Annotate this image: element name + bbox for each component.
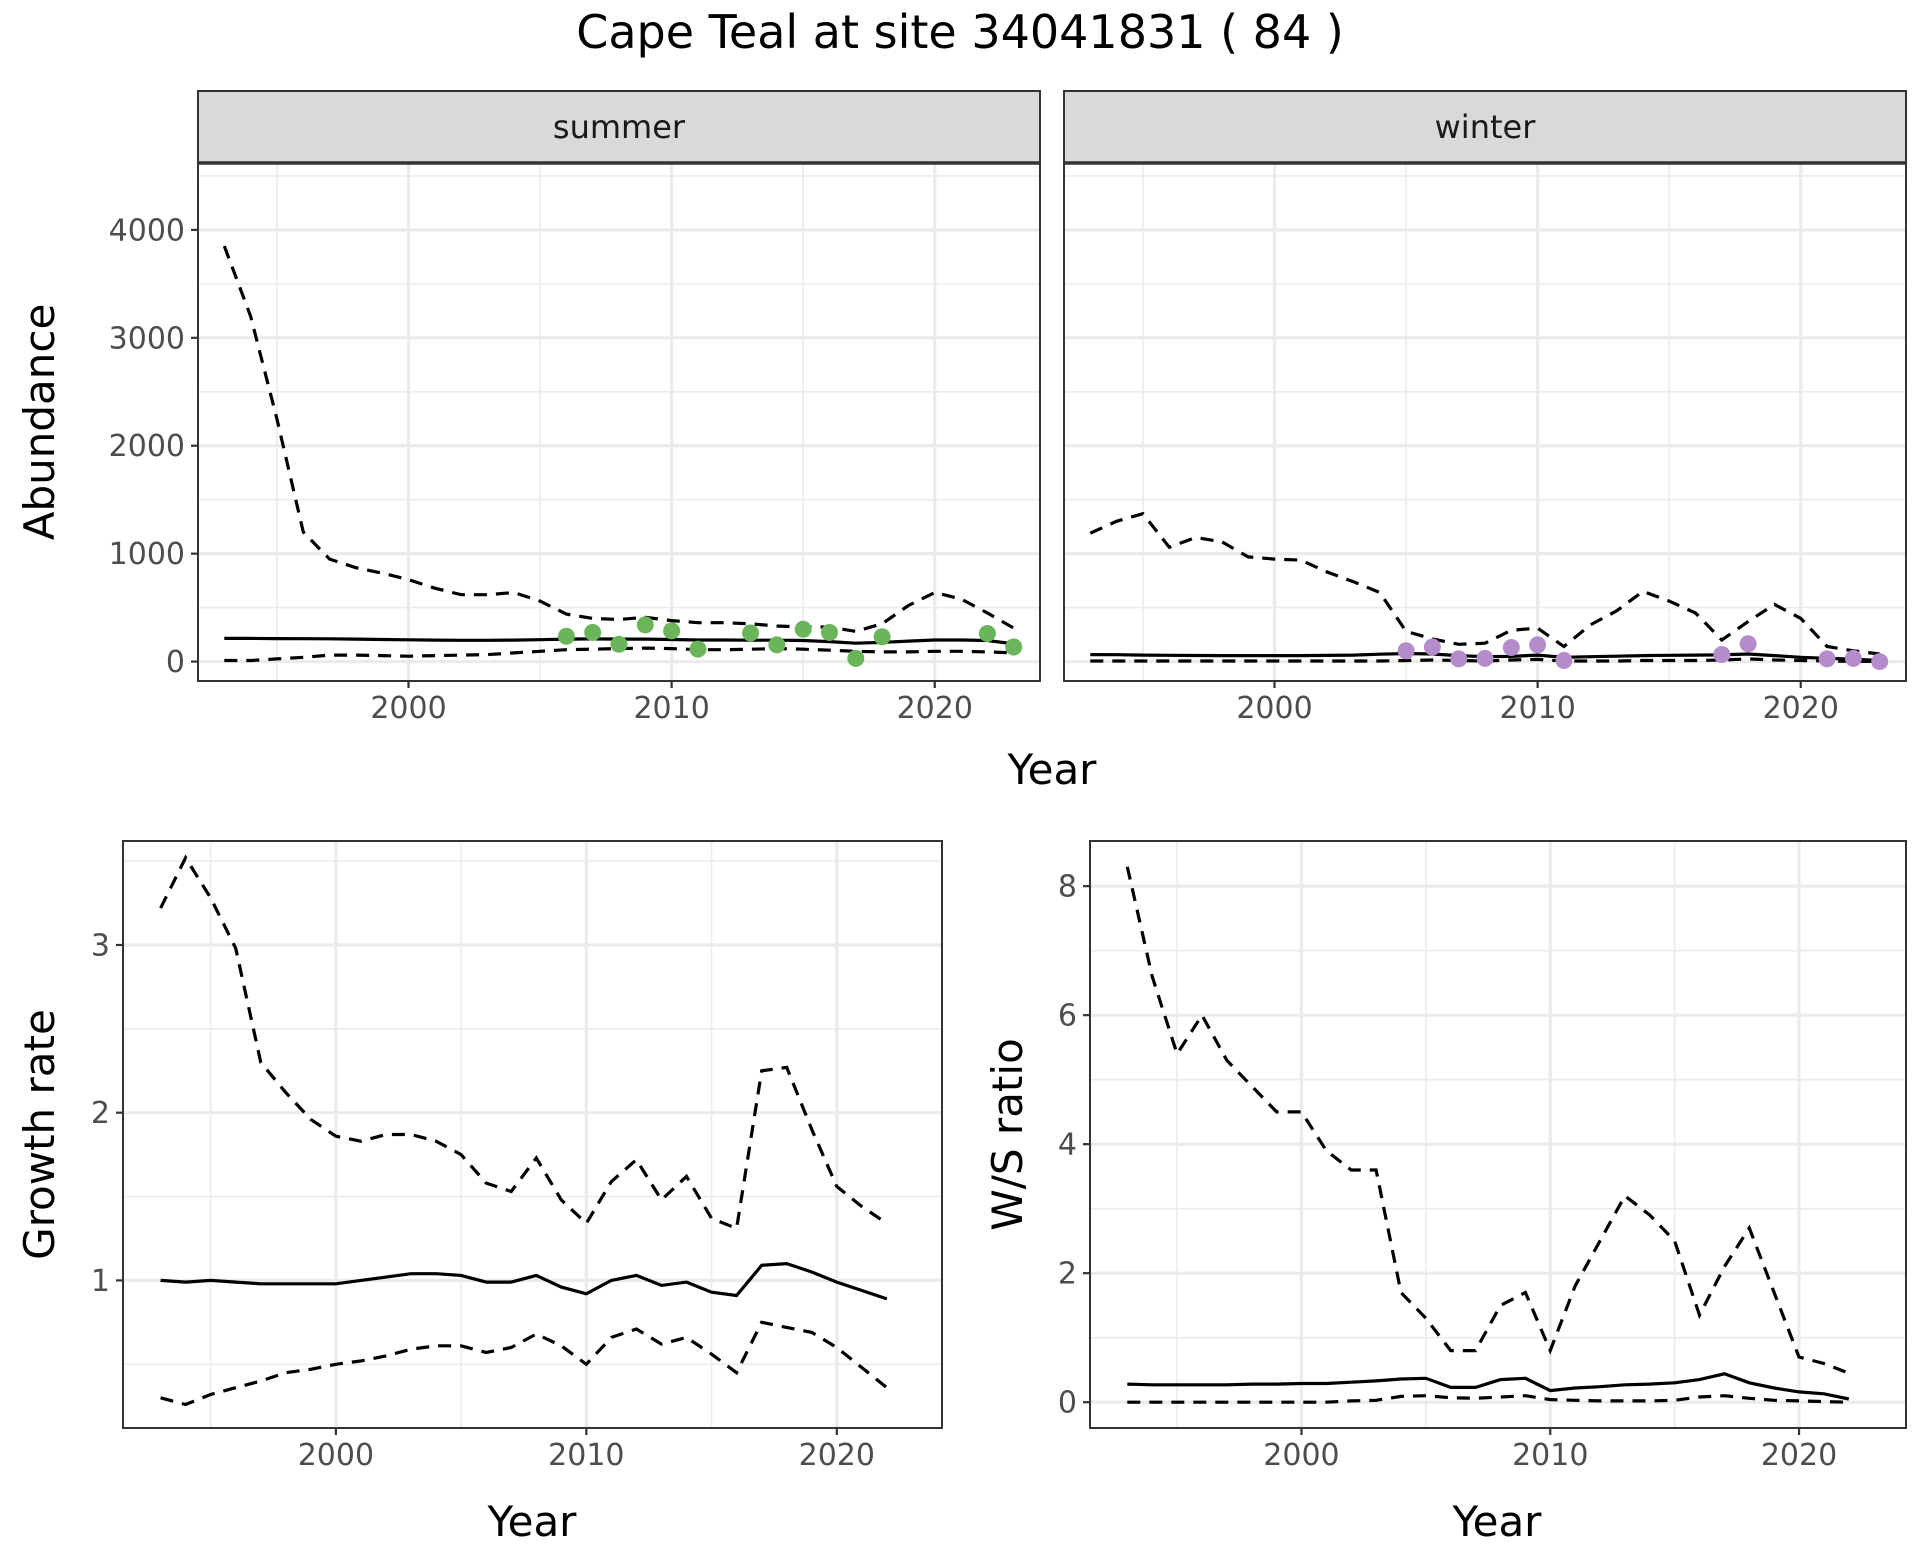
y-tick-label: 0 (1058, 1386, 1077, 1421)
data-point-winter (1739, 635, 1757, 653)
facet-strip-winter (1063, 90, 1907, 164)
x-tick-label: 2000 (370, 691, 446, 726)
panel-growth: 2000 2010 2020 1 2 3 Growth rate Year (15, 840, 943, 1546)
data-point-winter (1713, 646, 1731, 664)
y-tick-label: 2 (1058, 1257, 1077, 1292)
y-tick-label: 3 (91, 928, 110, 963)
facet-strip-summer (197, 90, 1041, 164)
data-point-winter (1397, 642, 1415, 660)
y-tick-label: 4000 (109, 213, 185, 248)
data-point-summer (610, 635, 628, 653)
data-point-summer (847, 649, 865, 667)
data-point-winter (1871, 653, 1889, 671)
y-tick-label: 0 (166, 645, 185, 680)
series-line-upper (1089, 511, 1880, 656)
y-tick-label: 6 (1058, 999, 1077, 1034)
panel-border (122, 840, 943, 1429)
data-point-winter (1818, 650, 1836, 668)
data-point-summer (557, 627, 575, 645)
series-line-mean (160, 1261, 888, 1301)
data-point-winter (1450, 650, 1468, 668)
panels: summer 2000 2010 2020 0 1000 2000 3000 4000 Abund… (15, 90, 1907, 1546)
data-point-winter (1502, 639, 1520, 657)
y-tick-label: 8 (1058, 870, 1077, 905)
data-point-summer (821, 623, 838, 641)
facet-strip-label: summer (553, 108, 686, 146)
top-shared-x-axis-title: Year (1007, 745, 1098, 794)
data-point-summer (768, 636, 786, 654)
x-axis-title-ws_ratio: Year (1452, 1497, 1543, 1546)
y-axis-title-growth: Growth rate (15, 1009, 64, 1260)
x-tick-label: 2010 (633, 691, 709, 726)
panel-summer: summer 2000 2010 2020 0 1000 2000 3000 4000 Abund… (15, 90, 1041, 726)
data-point-winter (1555, 651, 1573, 669)
series-line-lower (1127, 1394, 1849, 1404)
y-tick-label: 4 (1058, 1128, 1077, 1163)
data-point-summer (1005, 638, 1023, 656)
panel-border (1089, 840, 1907, 1429)
data-point-summer (742, 624, 760, 642)
y-axis-title-ws_ratio: W/S ratio (983, 1038, 1032, 1231)
x-axis-title-growth: Year (487, 1497, 578, 1546)
x-tick-label: 2020 (1761, 1438, 1837, 1473)
x-tick-label: 2020 (1763, 691, 1839, 726)
data-point-summer (636, 616, 654, 634)
series-line-upper (222, 245, 1015, 634)
chart-title: Cape Teal at site 34041831 ( 84 ) (576, 5, 1344, 59)
y-axis-title-summer: Abundance (15, 304, 64, 541)
data-point-winter (1423, 638, 1441, 656)
x-tick-label: 2000 (298, 1438, 374, 1473)
data-point-summer (663, 622, 681, 640)
panel-winter: winter 2000 2010 2020 (1063, 90, 1907, 726)
data-point-winter (1529, 636, 1547, 654)
panel-ws_ratio: 2000 2010 2020 0 2 4 6 8 W/S ratio Year (983, 840, 1907, 1546)
y-tick-label: 2 (91, 1096, 110, 1131)
x-tick-label: 2020 (799, 1438, 875, 1473)
facet-strip-label: winter (1435, 108, 1537, 146)
data-point-summer (978, 625, 996, 643)
y-tick-label: 1 (91, 1264, 110, 1299)
data-point-summer (584, 623, 602, 641)
y-tick-label: 2000 (109, 429, 185, 464)
x-tick-label: 2010 (548, 1438, 624, 1473)
y-tick-label: 3000 (109, 321, 185, 356)
x-tick-label: 2010 (1499, 691, 1575, 726)
series-line-upper (1125, 866, 1850, 1375)
x-tick-label: 2020 (897, 691, 973, 726)
x-tick-label: 2010 (1512, 1438, 1588, 1473)
x-tick-label: 2000 (1263, 1438, 1339, 1473)
x-tick-label: 2000 (1236, 691, 1312, 726)
data-point-winter (1476, 649, 1494, 667)
series-line-mean (1127, 1372, 1850, 1401)
y-tick-label: 1000 (109, 537, 185, 572)
data-point-summer (794, 620, 812, 638)
data-point-summer (873, 628, 891, 646)
series-line-upper (159, 854, 888, 1231)
data-point-winter (1844, 649, 1862, 667)
data-point-summer (689, 640, 707, 658)
series-line-lower (160, 1320, 888, 1407)
